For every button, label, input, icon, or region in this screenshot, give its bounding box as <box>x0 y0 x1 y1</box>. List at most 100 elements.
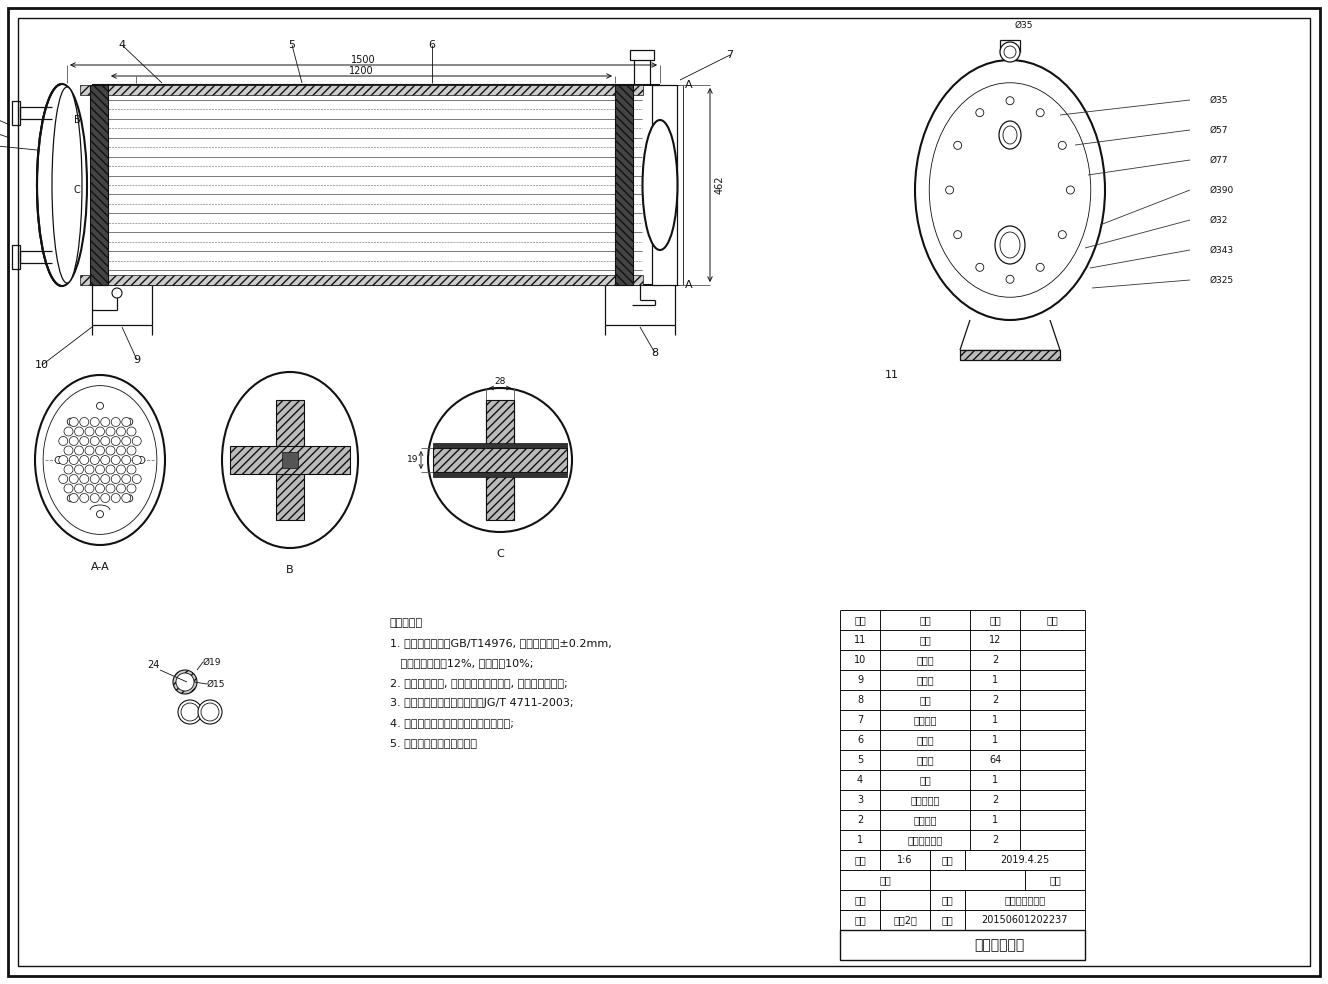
Text: 6: 6 <box>429 40 436 50</box>
Circle shape <box>101 474 110 483</box>
Circle shape <box>122 474 130 483</box>
Bar <box>282 452 297 468</box>
Circle shape <box>117 446 126 455</box>
Text: 4: 4 <box>118 40 126 50</box>
Text: 1200: 1200 <box>349 66 373 76</box>
Text: A-A: A-A <box>90 562 109 572</box>
Text: Ø35: Ø35 <box>1015 21 1033 30</box>
Circle shape <box>1058 230 1066 239</box>
Text: 20150601202237: 20150601202237 <box>981 915 1068 925</box>
Text: 2: 2 <box>992 795 999 805</box>
Circle shape <box>117 484 126 493</box>
Text: 密封圈: 密封圈 <box>916 655 934 665</box>
Text: 2: 2 <box>992 835 999 845</box>
Circle shape <box>117 427 126 436</box>
Circle shape <box>58 474 68 483</box>
Text: 7: 7 <box>857 715 863 725</box>
Text: 1: 1 <box>992 815 999 825</box>
Circle shape <box>96 446 105 455</box>
Bar <box>841 890 880 910</box>
Circle shape <box>69 494 78 503</box>
Circle shape <box>69 437 78 446</box>
Circle shape <box>80 494 89 503</box>
Bar <box>880 850 930 870</box>
Circle shape <box>1066 186 1074 194</box>
Bar <box>930 910 965 930</box>
Text: 8: 8 <box>857 695 863 705</box>
Circle shape <box>90 456 100 464</box>
Circle shape <box>181 703 199 721</box>
Text: 1. 换热管的标准为GB/T14976, 其外径偏差为±0.2mm,: 1. 换热管的标准为GB/T14976, 其外径偏差为±0.2mm, <box>390 638 612 648</box>
Text: 进气管: 进气管 <box>916 735 934 745</box>
Circle shape <box>101 417 110 426</box>
Text: 11: 11 <box>854 635 866 645</box>
Text: 数量: 数量 <box>989 615 1001 625</box>
Text: 日期: 日期 <box>942 855 954 865</box>
Bar <box>486 460 514 520</box>
Circle shape <box>58 437 68 446</box>
Text: 4: 4 <box>857 775 863 785</box>
Circle shape <box>127 484 135 493</box>
Bar <box>841 850 880 870</box>
Text: 5: 5 <box>857 755 863 765</box>
Circle shape <box>68 495 74 502</box>
Text: 1500: 1500 <box>351 55 376 65</box>
Text: Ø32: Ø32 <box>1210 215 1228 224</box>
Circle shape <box>122 437 130 446</box>
Circle shape <box>68 418 74 425</box>
Text: 名称: 名称 <box>919 615 931 625</box>
Text: 1: 1 <box>857 835 863 845</box>
Text: 462: 462 <box>714 176 725 194</box>
Text: 左侧端盖: 左侧端盖 <box>914 815 936 825</box>
Circle shape <box>126 418 133 425</box>
Ellipse shape <box>42 386 157 534</box>
Circle shape <box>64 427 73 436</box>
Bar <box>965 890 1085 910</box>
Circle shape <box>112 437 121 446</box>
Text: Ø343: Ø343 <box>1210 245 1234 255</box>
Text: 4. 压力容器铭牌应固定在设备显著位置;: 4. 压力容器铭牌应固定在设备显著位置; <box>390 718 514 728</box>
Circle shape <box>106 484 116 493</box>
Text: 2: 2 <box>992 655 999 665</box>
Circle shape <box>1004 46 1016 58</box>
Bar <box>62 83 92 287</box>
Text: 右侧端盖: 右侧端盖 <box>914 715 936 725</box>
Text: 技术要求：: 技术要求： <box>390 618 424 628</box>
Circle shape <box>976 264 984 272</box>
Circle shape <box>97 402 104 409</box>
Ellipse shape <box>37 84 88 286</box>
Circle shape <box>122 456 130 464</box>
Text: 28: 28 <box>494 378 506 387</box>
Text: 序号: 序号 <box>854 615 866 625</box>
Circle shape <box>1036 264 1044 272</box>
Circle shape <box>122 494 130 503</box>
Circle shape <box>198 700 222 724</box>
Circle shape <box>69 417 78 426</box>
Circle shape <box>69 474 78 483</box>
Bar <box>90 85 108 285</box>
Bar <box>433 443 567 448</box>
Bar <box>486 400 514 460</box>
Text: 64: 64 <box>989 755 1001 765</box>
Circle shape <box>64 465 73 474</box>
Circle shape <box>127 446 135 455</box>
Text: 比例: 比例 <box>854 855 866 865</box>
Bar <box>841 910 880 930</box>
Bar <box>276 400 304 520</box>
Circle shape <box>96 465 105 474</box>
Text: 8: 8 <box>652 348 659 358</box>
Circle shape <box>1007 96 1015 104</box>
Text: 专业: 专业 <box>942 895 954 905</box>
Circle shape <box>127 427 135 436</box>
Circle shape <box>80 417 89 426</box>
Text: 5: 5 <box>288 40 296 50</box>
Text: Ø15: Ø15 <box>207 680 226 689</box>
Circle shape <box>112 474 121 483</box>
Text: 1: 1 <box>992 735 999 745</box>
Circle shape <box>96 427 105 436</box>
Circle shape <box>117 465 126 474</box>
Bar <box>433 472 567 477</box>
Text: 9: 9 <box>133 355 141 365</box>
Text: 出液管: 出液管 <box>916 675 934 685</box>
Text: 2. 设备制造完毕, 不锈钢部分清除油垢, 做酸洗钝化处理;: 2. 设备制造完毕, 不锈钢部分清除油垢, 做酸洗钝化处理; <box>390 678 567 688</box>
